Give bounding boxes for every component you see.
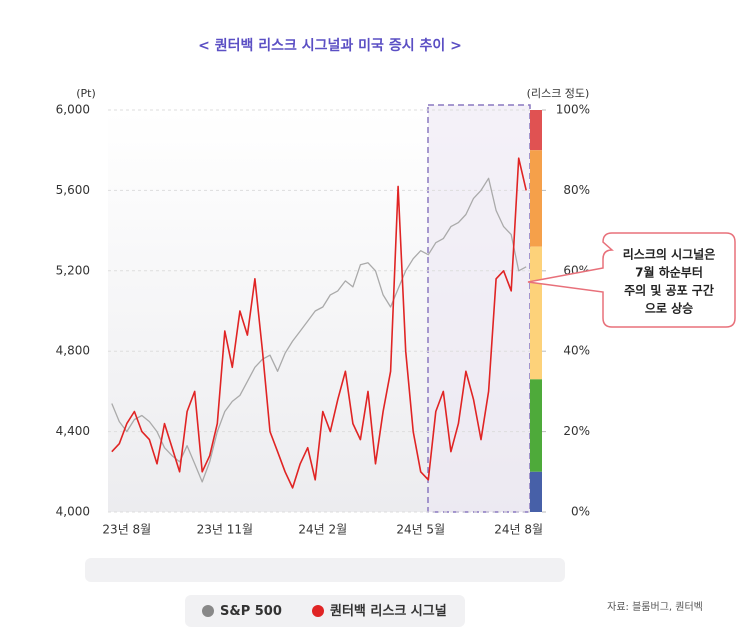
y-tick-label: 5,200 xyxy=(56,263,90,277)
x-tick-label: 24년 5월 xyxy=(396,523,445,537)
annotation-line: 7월 하순부터 xyxy=(635,265,703,280)
risk-band xyxy=(530,246,542,380)
series-line xyxy=(111,157,527,489)
annotation-line: 주의 및 공포 구간 xyxy=(624,283,714,298)
risk-band xyxy=(530,110,542,151)
legend-label: 퀀터백 리스크 시그널 xyxy=(330,603,447,619)
risk-band xyxy=(530,471,542,512)
y2-tick-label: 40% xyxy=(563,344,590,358)
y-axis-label: (Pt) xyxy=(76,87,96,100)
y-tick-label: 5,600 xyxy=(56,183,90,197)
source: 자료: 블룸버그, 퀀터벡 xyxy=(607,601,703,613)
legend-marker xyxy=(202,605,214,617)
risk-band xyxy=(530,150,542,247)
annotation-line: 리스크의 시그널은 xyxy=(623,247,716,262)
legend-marker xyxy=(312,605,324,617)
highlight-box xyxy=(427,104,531,513)
x-tick-label: 24년 2월 xyxy=(298,523,347,537)
x-tick-label: 23년 8월 xyxy=(102,523,151,537)
y2-tick-label: 100% xyxy=(556,103,590,117)
y2-tick-label: 0% xyxy=(571,505,590,519)
y2-tick-label: 20% xyxy=(563,424,590,438)
y-tick-label: 4,000 xyxy=(56,505,90,519)
callout-bubble xyxy=(527,232,736,328)
chart-title: < 퀀터백 리스크 시그널과 미국 증시 추이 > xyxy=(198,37,462,54)
risk-legend-box xyxy=(85,558,565,582)
y-tick-label: 6,000 xyxy=(56,103,90,117)
series-legend-box xyxy=(185,595,465,627)
legend-label: S&P 500 xyxy=(220,604,282,619)
y-tick-label: 4,400 xyxy=(56,424,90,438)
y-tick-label: 4,800 xyxy=(56,344,90,358)
content: 4,0004,4004,8005,2005,6006,0000%20%40%60… xyxy=(56,103,590,577)
x-tick-label: 24년 8월 xyxy=(494,523,543,537)
y2-axis-label: (리스크 정도) xyxy=(527,87,590,100)
risk-band xyxy=(530,379,542,472)
annotation-line: 으로 상승 xyxy=(645,301,693,316)
y2-tick-label: 80% xyxy=(563,183,590,197)
x-tick-label: 23년 11월 xyxy=(197,523,253,537)
